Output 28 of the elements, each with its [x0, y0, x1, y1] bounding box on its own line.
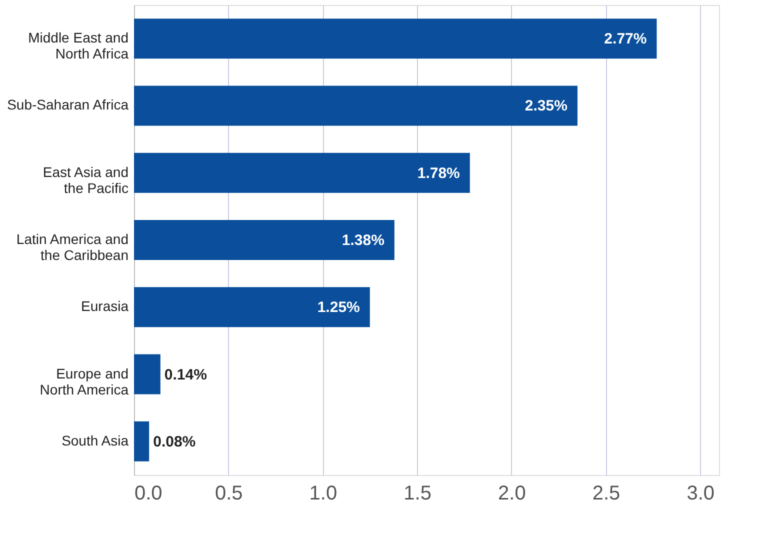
x-tick-label: 1.5 [404, 482, 432, 504]
bar [134, 421, 150, 462]
bar [134, 152, 470, 193]
y-tick-label: Sub-Saharan Africa [7, 96, 129, 113]
bar [134, 287, 370, 328]
x-tick-label: 3.0 [686, 482, 715, 504]
x-tick-label: 0.0 [134, 482, 162, 504]
y-tick-label: Latin America and the Caribbean [16, 231, 128, 263]
bar [134, 18, 657, 59]
bar [134, 220, 394, 260]
y-tick-label: South Asia [62, 432, 129, 448]
x-tick-label: 2.0 [498, 482, 526, 504]
bar [134, 354, 160, 394]
data-label: 1.78% [417, 164, 460, 182]
data-label: 2.77% [604, 30, 647, 48]
data-label: 1.25% [317, 299, 360, 316]
x-tick-label: 1.0 [309, 482, 338, 504]
data-label: 0.14% [164, 366, 207, 384]
x-tick-label: 2.5 [592, 482, 620, 504]
y-tick-label: Eurasia [81, 298, 129, 314]
data-label: 0.08% [153, 433, 196, 450]
data-label: 2.35% [524, 98, 568, 115]
data-label: 1.38% [342, 232, 384, 249]
x-tick-label: 0.5 [214, 482, 243, 504]
y-tick-label: East Asia and the Pacific [42, 164, 128, 196]
bar [134, 86, 578, 126]
y-tick-label: Middle East and North Africa [28, 30, 129, 62]
y-tick-label: Europe and North America [40, 365, 129, 398]
